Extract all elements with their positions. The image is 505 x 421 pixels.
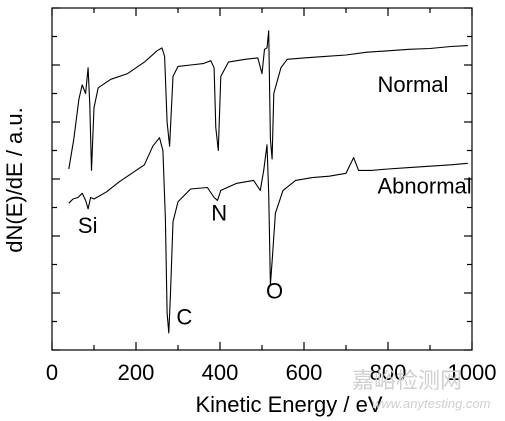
annotation-n: N <box>211 200 227 225</box>
x-tick-label-1000: 1000 <box>448 360 497 385</box>
x-tick-label-200: 200 <box>118 360 155 385</box>
annotation-c: C <box>176 304 192 329</box>
annotation-normal: Normal <box>378 72 449 97</box>
x-tick-label-0: 0 <box>46 360 58 385</box>
series-line-normal <box>68 30 468 171</box>
x-axis-ticks: 0 200 400 600 800 1000 <box>46 8 497 385</box>
series-line-abnormal <box>68 137 468 334</box>
annotation-abnormal: Abnormal <box>378 173 472 198</box>
watermark-url: www.anytesting.com <box>372 396 491 411</box>
x-tick-label-400: 400 <box>202 360 239 385</box>
x-tick-label-800: 800 <box>370 360 407 385</box>
series-layer <box>68 30 468 334</box>
x-tick-label-600: 600 <box>286 360 323 385</box>
annotation-layer: Normal Abnormal Si N C O <box>78 72 472 329</box>
watermark-chinese: 嘉峪检测网 <box>352 369 462 394</box>
y-axis-ticks <box>52 7 472 351</box>
annotation-o: O <box>266 279 283 304</box>
annotation-si: Si <box>78 213 98 238</box>
y-axis-title: dN(E)/dE / a.u. <box>2 107 27 253</box>
x-axis-title: Kinetic Energy / eV <box>195 392 382 417</box>
